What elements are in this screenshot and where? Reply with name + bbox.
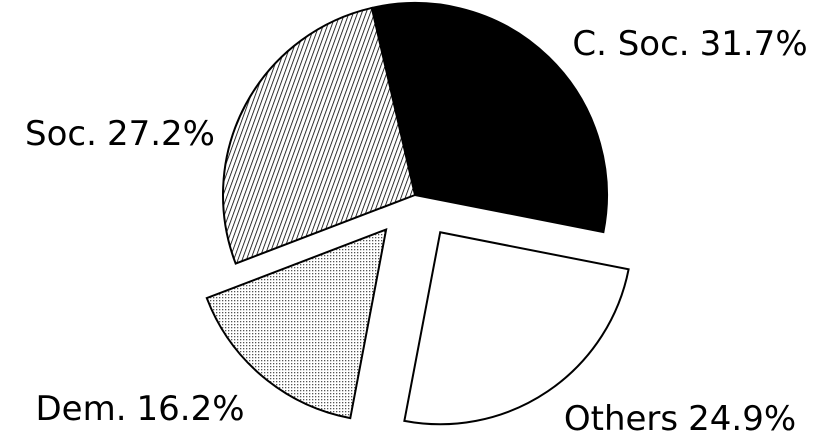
- slice-label-value: 24.9%: [688, 399, 796, 439]
- slice-label-name: C. Soc.: [572, 24, 689, 64]
- pie-slice: [403, 231, 630, 426]
- pie-slice: [205, 227, 388, 420]
- slice-label-value: 27.2%: [107, 114, 215, 154]
- slice-label-value: 31.7%: [700, 24, 808, 64]
- slice-label-name: Soc.: [25, 114, 97, 154]
- slice-label-name: Others: [564, 399, 678, 439]
- slice-label-value: 16.2%: [137, 389, 245, 429]
- slice-label-name: Dem.: [35, 389, 126, 429]
- slice-label: Others 24.9%: [564, 399, 796, 439]
- pie-slice: [370, 2, 608, 234]
- pie-slice: [222, 6, 417, 265]
- slice-label: Soc. 27.2%: [25, 114, 215, 154]
- slice-label: C. Soc. 31.7%: [572, 24, 807, 64]
- slice-label: Dem. 16.2%: [35, 389, 244, 429]
